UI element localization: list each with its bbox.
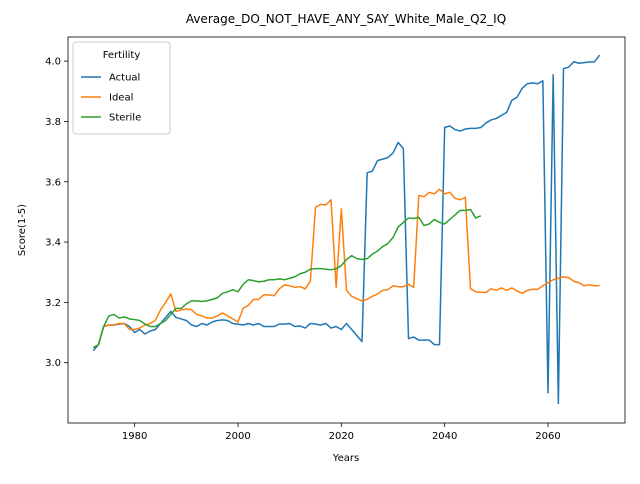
series-line [92, 208, 482, 349]
x-tick-label: 2040 [432, 431, 457, 442]
legend-label: Sterile [109, 113, 141, 124]
x-tick-label: 2060 [535, 431, 560, 442]
chart-title: Average_DO_NOT_HAVE_ANY_SAY_White_Male_Q… [186, 12, 506, 26]
y-tick-label: 4.0 [45, 57, 61, 68]
series-line [92, 54, 601, 405]
y-tick-label: 3.0 [45, 358, 61, 369]
y-axis-label: Score(1-5) [17, 204, 28, 256]
y-tick-label: 3.2 [45, 298, 61, 309]
x-axis-label: Years [332, 453, 359, 464]
legend-title: Fertility [103, 50, 141, 61]
y-tick-label: 3.8 [45, 117, 61, 128]
x-tick-label: 2020 [329, 431, 354, 442]
legend-label: Actual [109, 73, 140, 84]
y-tick-label: 3.6 [45, 177, 61, 188]
y-tick-label: 3.4 [45, 238, 61, 249]
x-tick-label: 2000 [225, 431, 250, 442]
plot-frame [67, 36, 626, 424]
legend-label: Ideal [109, 93, 133, 104]
legend-box [72, 41, 171, 135]
series-line [92, 188, 600, 349]
x-tick-label: 1980 [122, 431, 147, 442]
